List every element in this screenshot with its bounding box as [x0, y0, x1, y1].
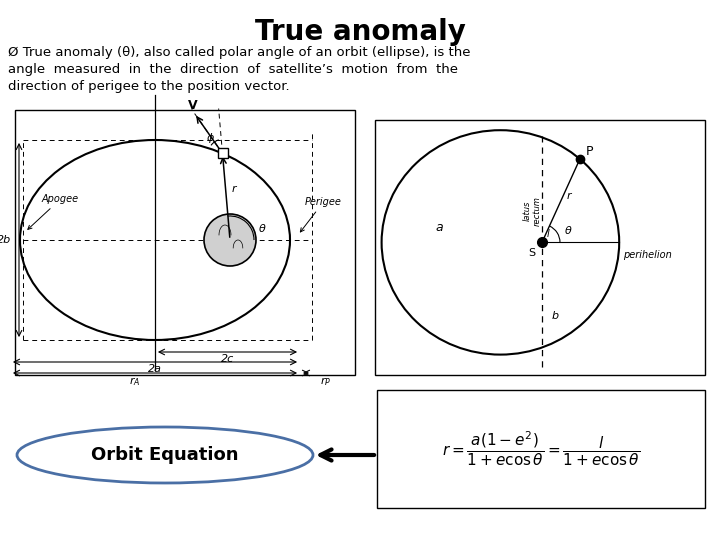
Text: l: l — [547, 229, 550, 239]
Text: r: r — [231, 184, 236, 194]
Text: Ø True anomaly (θ), also called polar angle of an orbit (ellipse), is the: Ø True anomaly (θ), also called polar an… — [8, 46, 470, 59]
Text: latus
rectum: latus rectum — [522, 196, 541, 226]
Text: $r_P$: $r_P$ — [320, 375, 331, 388]
Text: $r = \dfrac{a\left(1-e^{2}\right)}{1 + e\cos\theta} = \dfrac{l}{1 + e\cos\theta}: $r = \dfrac{a\left(1-e^{2}\right)}{1 + e… — [442, 430, 640, 468]
Text: perihelion: perihelion — [624, 251, 672, 260]
Circle shape — [204, 214, 256, 266]
Text: a: a — [435, 221, 443, 234]
Bar — [375, 120, 705, 375]
Text: angle  measured  in  the  direction  of  satellite’s  motion  from  the: angle measured in the direction of satel… — [8, 63, 458, 76]
Bar — [15, 110, 355, 375]
Text: 2a: 2a — [148, 364, 162, 374]
Text: Perigee: Perigee — [300, 197, 342, 232]
Text: b: b — [552, 311, 559, 321]
Text: V: V — [188, 99, 197, 112]
Text: Apogee: Apogee — [28, 194, 79, 230]
Text: $\theta$: $\theta$ — [564, 225, 572, 237]
Bar — [377, 390, 705, 508]
Text: r: r — [567, 191, 572, 201]
Text: 2b: 2b — [0, 235, 11, 245]
Text: S: S — [528, 248, 536, 259]
Text: $r_A$: $r_A$ — [130, 375, 140, 388]
Text: Orbit Equation: Orbit Equation — [91, 446, 239, 464]
Text: direction of perigee to the position vector.: direction of perigee to the position vec… — [8, 80, 289, 93]
Text: $\phi$: $\phi$ — [207, 131, 215, 145]
Text: True anomaly: True anomaly — [255, 18, 465, 46]
Text: $\theta$: $\theta$ — [258, 222, 266, 234]
Ellipse shape — [17, 427, 313, 483]
Text: P: P — [586, 145, 593, 158]
Bar — [217, 148, 228, 158]
Text: 2c: 2c — [221, 354, 234, 364]
